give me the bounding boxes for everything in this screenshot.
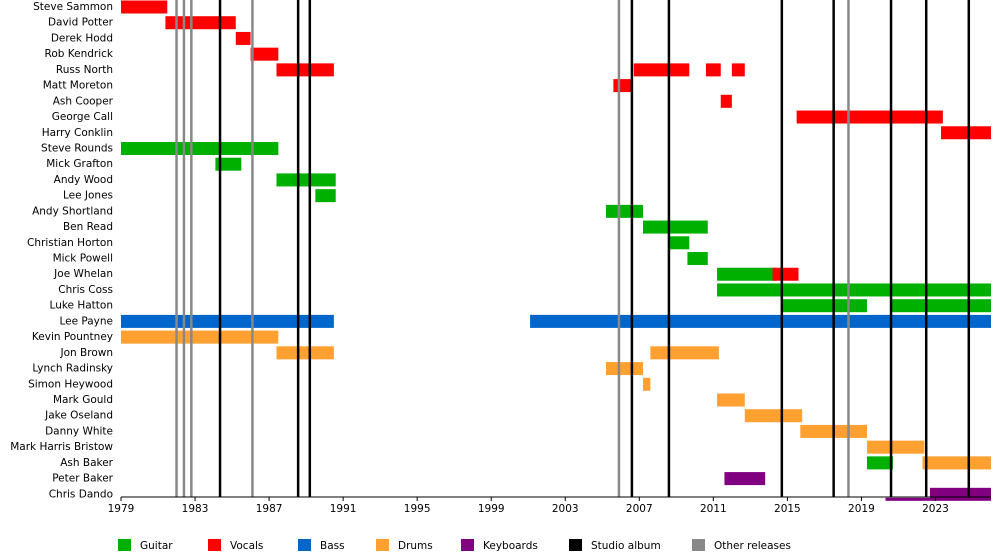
member-bar <box>687 252 708 266</box>
member-bar <box>781 299 867 313</box>
x-tick-label: 2015 <box>774 503 801 515</box>
member-name: David Potter <box>48 17 114 29</box>
member-bar <box>772 267 799 281</box>
legend-swatch <box>208 539 221 551</box>
legend-swatch <box>461 539 474 551</box>
member-bar <box>605 362 643 376</box>
member-name: Russ North <box>56 64 113 76</box>
legend-label: Guitar <box>140 540 173 552</box>
legend-label: Drums <box>398 540 433 552</box>
member-name: Steve Rounds <box>41 142 113 154</box>
legend-label: Bass <box>320 540 345 552</box>
member-name: Ben Read <box>63 221 113 233</box>
member-name: Derek Hodd <box>51 32 113 44</box>
member-bar <box>276 173 336 187</box>
x-tick-label: 1987 <box>256 503 283 515</box>
member-bar <box>605 204 643 218</box>
member-bar <box>941 126 991 140</box>
member-name: Rob Kendrick <box>45 48 114 60</box>
member-bar <box>885 497 930 501</box>
member-name: Lynch Radinsky <box>32 363 113 375</box>
member-bar <box>613 79 632 93</box>
member-bar <box>250 47 279 61</box>
member-bar <box>866 456 893 470</box>
x-tick-label: 2023 <box>922 503 949 515</box>
member-name: Mark Gould <box>53 394 113 406</box>
member-bar <box>121 330 279 344</box>
member-bar <box>633 63 690 77</box>
member-name: Matt Moreton <box>43 80 113 92</box>
member-bar <box>668 236 690 250</box>
member-name: Mark Harris Bristow <box>10 441 113 453</box>
legend-label: Keyboards <box>483 540 538 552</box>
member-name: George Call <box>52 111 113 123</box>
member-name: Jon Brown <box>60 347 113 359</box>
member-name: Chris Coss <box>58 284 113 296</box>
x-tick-label: 1983 <box>182 503 209 515</box>
member-bar <box>643 220 708 234</box>
legend-label: Other releases <box>714 540 791 552</box>
member-bar <box>315 189 336 203</box>
member-name: Mick Grafton <box>46 158 113 170</box>
member-name: Lee Payne <box>59 315 113 327</box>
member-name: Harry Conklin <box>42 127 113 139</box>
member-bar <box>717 267 777 281</box>
member-name: Jake Oseland <box>44 410 113 422</box>
legend-swatch <box>298 539 311 551</box>
member-bar <box>215 157 242 171</box>
x-tick-label: 2003 <box>552 503 579 515</box>
x-tick-label: 1979 <box>108 503 135 515</box>
member-bar <box>705 63 721 77</box>
member-name: Ash Cooper <box>53 95 114 107</box>
member-bar <box>929 487 991 501</box>
legend-swatch <box>692 539 705 551</box>
x-tick-label: 1999 <box>478 503 505 515</box>
legend-label: Studio album <box>591 540 661 552</box>
member-name: Steve Sammon <box>33 1 113 13</box>
x-tick-label: 2011 <box>700 503 727 515</box>
member-bar <box>650 346 719 360</box>
member-bar <box>121 141 279 155</box>
member-bar <box>235 31 251 45</box>
member-bar <box>891 299 991 313</box>
member-name: Lee Jones <box>63 190 113 202</box>
member-bar <box>866 440 925 454</box>
legend-swatch <box>118 539 131 551</box>
legend-swatch <box>376 539 389 551</box>
member-bar <box>530 314 991 328</box>
member-bar <box>796 110 943 124</box>
x-tick-label: 1991 <box>330 503 357 515</box>
x-tick-label: 2007 <box>626 503 653 515</box>
member-name: Luke Hatton <box>50 300 113 312</box>
member-bar <box>121 314 334 328</box>
member-bar <box>276 346 334 360</box>
member-name: Andy Shortland <box>32 205 113 217</box>
member-name: Christian Horton <box>27 237 113 249</box>
member-name: Mick Powell <box>53 253 113 265</box>
member-name: Ash Baker <box>60 457 113 469</box>
member-name: Danny White <box>45 425 113 437</box>
member-name: Kevin Pountney <box>32 331 113 343</box>
member-bar <box>724 472 766 486</box>
legend-label: Vocals <box>230 540 263 552</box>
x-tick-label: 2019 <box>848 503 875 515</box>
member-bar <box>643 377 651 391</box>
member-name: Simon Heywood <box>28 378 113 390</box>
member-bar <box>720 94 732 108</box>
member-name: Joe Whelan <box>53 268 113 280</box>
member-bar <box>717 283 991 297</box>
member-name: Peter Baker <box>52 473 113 485</box>
legend-swatch <box>569 539 582 551</box>
member-name: Andy Wood <box>54 174 113 186</box>
x-tick-label: 1995 <box>404 503 431 515</box>
member-bar <box>276 63 334 77</box>
member-name: Chris Dando <box>49 488 113 500</box>
member-bar <box>922 456 991 470</box>
member-bar <box>744 409 803 423</box>
member-bar <box>121 0 168 14</box>
member-bar <box>717 393 745 407</box>
member-bar <box>731 63 745 77</box>
